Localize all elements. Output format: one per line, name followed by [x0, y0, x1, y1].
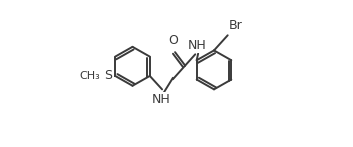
Text: Br: Br: [228, 19, 242, 32]
Text: CH₃: CH₃: [79, 71, 100, 81]
Text: O: O: [169, 34, 179, 47]
Text: NH: NH: [151, 93, 170, 106]
Text: S: S: [104, 69, 112, 82]
Text: NH: NH: [187, 39, 206, 52]
